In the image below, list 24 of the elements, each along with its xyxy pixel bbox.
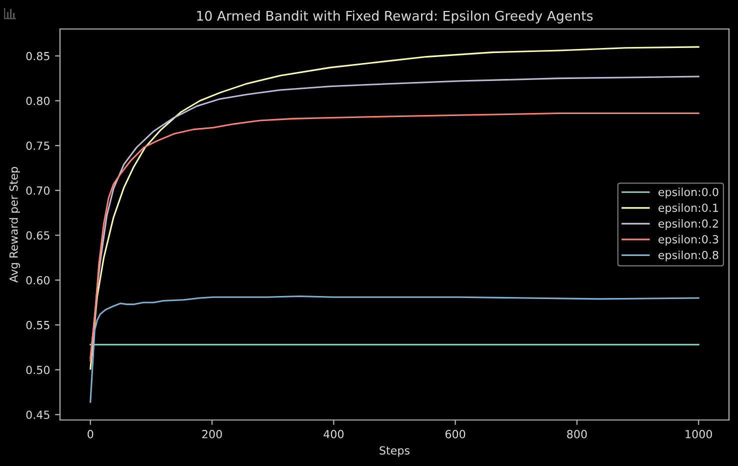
y-tick-label: 0.55 [26, 320, 50, 330]
y-tick-label: 0.85 [26, 52, 50, 60]
legend-label: epsilon:0.0 [658, 188, 718, 198]
x-axis-title: Steps [380, 446, 410, 457]
chart-title: 10 Armed Bandit with Fixed Reward: Epsilon Greedy Agents [197, 10, 593, 24]
legend-label: epsilon:0.2 [658, 219, 718, 230]
legend-label: epsilon:0.8 [658, 250, 718, 262]
x-tick-label: 1000 [686, 430, 712, 438]
y-tick-label: 0.65 [26, 231, 50, 240]
x-tick-label: 400 [324, 430, 344, 438]
x-tick-label: 600 [445, 430, 466, 438]
x-tick-label: 0 [88, 430, 94, 438]
y-tick-label: 0.75 [26, 142, 50, 150]
y-tick-label: 0.60 [26, 276, 50, 284]
legend-label: epsilon:0.3 [658, 234, 718, 246]
y-tick-label: 0.45 [26, 410, 50, 419]
x-tick-label: 200 [202, 430, 222, 438]
x-tick-label: 800 [567, 430, 587, 438]
line-series [90, 295, 700, 403]
y-tick-label: 0.80 [26, 96, 50, 106]
y-tick-label: 0.50 [26, 366, 50, 374]
legend-label: epsilon:0.1 [658, 203, 718, 214]
y-axis-title: Avg Reward per Step [9, 166, 20, 283]
y-tick-label: 0.70 [26, 186, 50, 195]
